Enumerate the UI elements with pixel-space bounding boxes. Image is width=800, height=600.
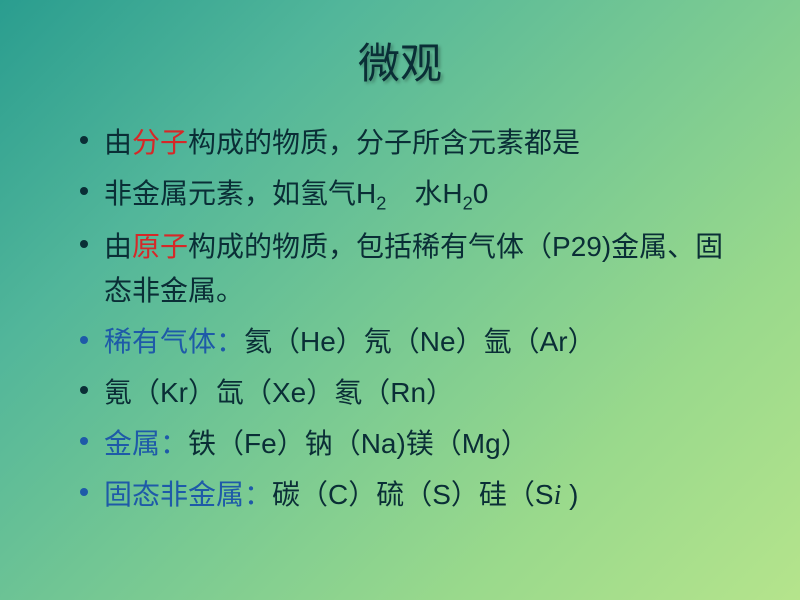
slide-title: 微观 — [50, 30, 750, 91]
bullet-icon — [80, 386, 88, 394]
text-segment: 2 — [463, 193, 473, 213]
text-segment: 非金属元素，如氢气H — [104, 178, 376, 209]
text-segment: 0 — [473, 178, 489, 209]
text-segment: 构成的物质，包括稀有气体（P29)金属、固态非金属。 — [104, 231, 723, 307]
bullet-icon — [80, 336, 88, 344]
bullet-item: 金属：铁（Fe）钠（Na)镁（Mg） — [80, 422, 750, 467]
text-segment: 分子 — [132, 127, 188, 158]
text-segment: 构成的物质，分子所含元素都是 — [188, 127, 580, 158]
bullet-item: 非金属元素，如氢气H2 水H20 — [80, 172, 750, 219]
text-segment: 2 — [376, 193, 386, 213]
text-segment: 氦（He）氖（Ne）氩（Ar） — [244, 326, 596, 357]
bullet-icon — [80, 187, 88, 195]
text-segment: 碳（C）硫（S）硅（S — [272, 479, 554, 510]
bullet-item: 固态非金属：碳（C）硫（S）硅（Si ) — [80, 473, 750, 519]
bullet-item: 由分子构成的物质，分子所含元素都是 — [80, 121, 750, 166]
text-segment: 铁（Fe）钠（Na)镁（Mg） — [188, 428, 529, 459]
bullet-icon — [80, 240, 88, 248]
text-segment: 金属： — [104, 428, 188, 459]
text-segment: 原子 — [132, 231, 188, 262]
slide-container: 微观 由分子构成的物质，分子所含元素都是非金属元素，如氢气H2 水H20由原子构… — [0, 0, 800, 600]
bullet-item: 稀有气体：氦（He）氖（Ne）氩（Ar） — [80, 320, 750, 365]
text-segment: 水H — [386, 178, 462, 209]
bullet-icon — [80, 488, 88, 496]
text-segment: 由 — [104, 231, 132, 262]
text-segment: 氪（Kr）氙（Xe）氡（Rn） — [104, 377, 454, 408]
text-segment: ) — [561, 479, 578, 510]
text-segment: 由 — [104, 127, 132, 158]
bullet-icon — [80, 136, 88, 144]
text-segment: 稀有气体： — [104, 326, 244, 357]
bullet-item: 氪（Kr）氙（Xe）氡（Rn） — [80, 371, 750, 416]
bullet-item: 由原子构成的物质，包括稀有气体（P29)金属、固态非金属。 — [80, 225, 750, 315]
bullet-icon — [80, 437, 88, 445]
bullet-list: 由分子构成的物质，分子所含元素都是非金属元素，如氢气H2 水H20由原子构成的物… — [50, 121, 750, 518]
text-segment: 固态非金属： — [104, 479, 272, 510]
